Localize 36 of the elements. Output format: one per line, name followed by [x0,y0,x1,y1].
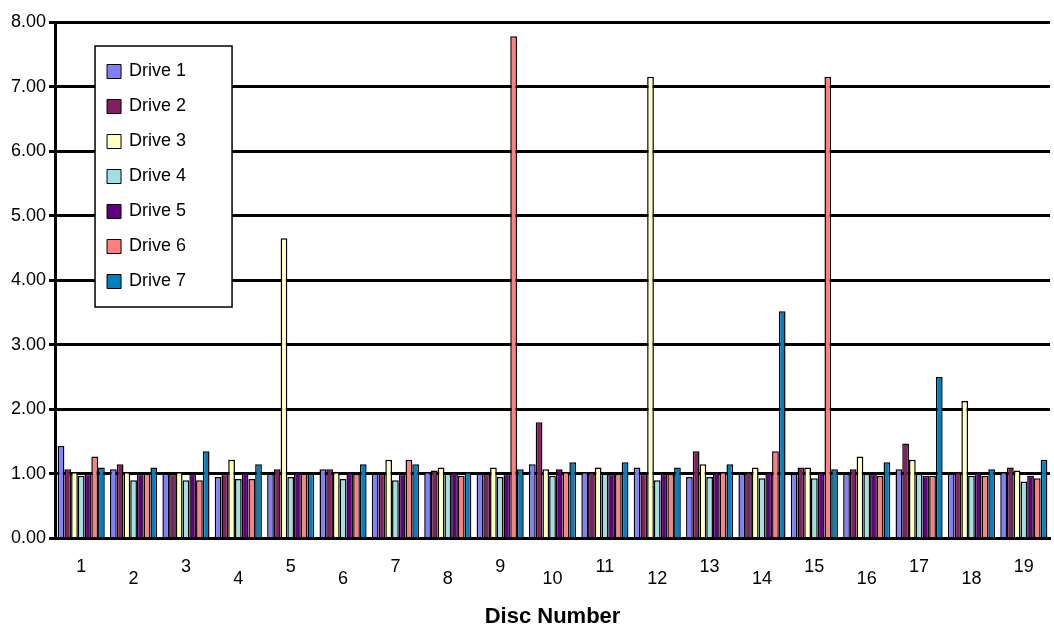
legend-label: Drive 2 [129,95,187,116]
x-tick-label: 16 [856,568,877,589]
x-tick-label: 10 [542,568,563,589]
y-tick-label: 5.00 [10,204,47,225]
y-tick-label: 7.00 [10,75,47,96]
legend-label: Drive 4 [129,165,187,186]
x-tick-label: 19 [1013,555,1034,576]
legend-label: Drive 7 [129,270,187,291]
y-tick-label: 0.00 [10,527,47,548]
x-tick-label: 4 [233,568,244,589]
x-tick-label: 7 [390,555,401,576]
x-tick-label: 1 [76,555,87,576]
legend-label: Drive 6 [129,235,187,256]
x-tick-label: 14 [751,568,772,589]
y-tick-label: 6.00 [10,140,47,161]
x-tick-label: 11 [595,555,615,576]
legend-label: Drive 3 [129,130,187,151]
x-tick-label: 8 [442,568,453,589]
legend-label: Drive 5 [129,200,187,221]
x-tick-label: 12 [647,568,668,589]
x-tick-label: 9 [495,555,506,576]
x-tick-label: 17 [909,555,930,576]
legend-label: Drive 1 [129,60,187,81]
x-axis-title: Disc Number [484,602,621,628]
x-tick-label: 13 [699,555,720,576]
y-tick-label: 3.00 [10,333,47,354]
x-tick-label: 6 [338,568,349,589]
y-tick-label: 2.00 [10,398,47,419]
x-tick-label: 15 [804,555,825,576]
y-tick-label: 4.00 [10,269,47,290]
y-tick-label: 8.00 [10,10,47,31]
x-tick-label: 2 [128,568,139,589]
x-tick-label: 3 [180,555,191,576]
x-tick-label: 18 [961,568,982,589]
x-tick-label: 5 [285,555,296,576]
y-tick-label: 1.00 [10,462,47,483]
